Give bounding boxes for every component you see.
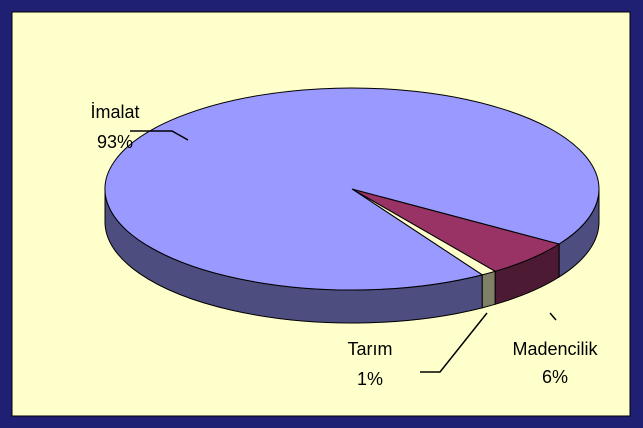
- leader-line: [130, 130, 189, 141]
- slice-label: İmalat: [90, 102, 139, 122]
- labels: Madencilik 6% Tarım 1% İmalat 93%: [90, 102, 598, 389]
- slice-label: Tarım: [348, 339, 393, 359]
- slice-label: Madencilik: [512, 339, 598, 359]
- leader-line: [420, 312, 488, 373]
- pie-side: [481, 270, 496, 309]
- pie: [104, 87, 600, 324]
- slice-value-label: 6%: [542, 367, 568, 387]
- leader-line: [549, 312, 557, 321]
- pie-slice: [104, 87, 600, 291]
- slice-value-label: 93%: [97, 132, 133, 152]
- slice-value-label: 1%: [357, 369, 383, 389]
